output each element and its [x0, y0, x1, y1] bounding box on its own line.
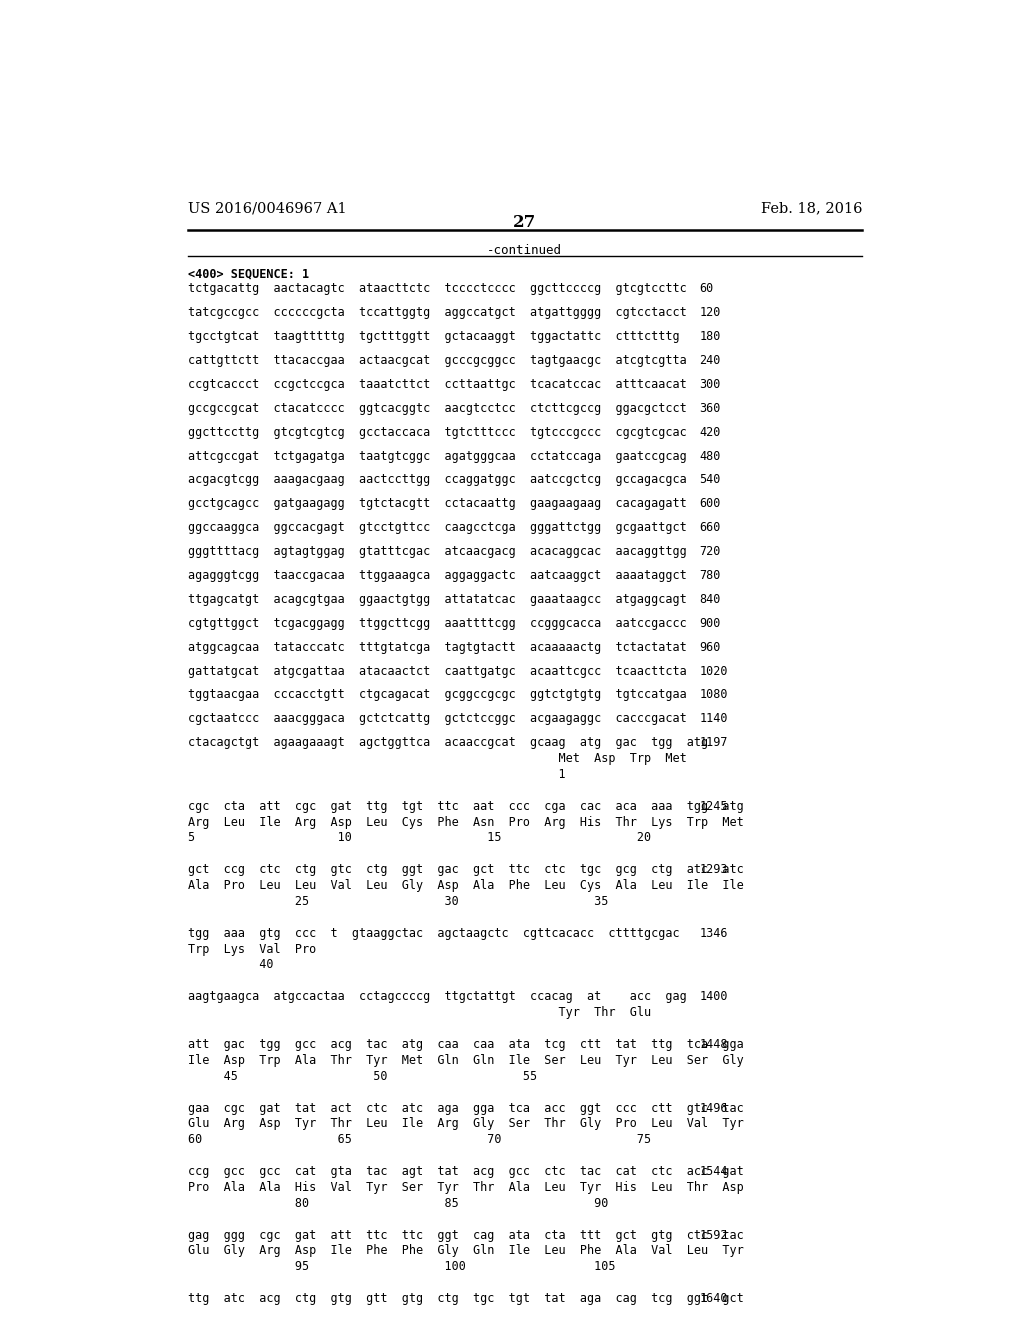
Text: Feb. 18, 2016: Feb. 18, 2016 — [761, 201, 862, 215]
Text: Met  Asp  Trp  Met: Met Asp Trp Met — [187, 752, 686, 766]
Text: ttg  atc  acg  ctg  gtg  gtt  gtg  ctg  tgc  tgt  tat  aga  cag  tcg  ggt  gct: ttg atc acg ctg gtg gtt gtg ctg tgc tgt … — [187, 1292, 743, 1305]
Text: cattgttctt  ttacaccgaa  actaacgcat  gcccgcggcc  tagtgaacgc  atcgtcgtta: cattgttctt ttacaccgaa actaacgcat gcccgcg… — [187, 354, 686, 367]
Text: 1080: 1080 — [699, 689, 728, 701]
Text: Pro  Ala  Ala  His  Val  Tyr  Ser  Tyr  Thr  Ala  Leu  Tyr  His  Leu  Thr  Asp: Pro Ala Ala His Val Tyr Ser Tyr Thr Ala … — [187, 1181, 743, 1193]
Text: 120: 120 — [699, 306, 721, 319]
Text: Arg  Leu  Ile  Arg  Asp  Leu  Cys  Phe  Asn  Pro  Arg  His  Thr  Lys  Trp  Met: Arg Leu Ile Arg Asp Leu Cys Phe Asn Pro … — [187, 816, 743, 829]
Text: 45                   50                   55: 45 50 55 — [187, 1069, 537, 1082]
Text: 660: 660 — [699, 521, 721, 535]
Text: 840: 840 — [699, 593, 721, 606]
Text: 1640: 1640 — [699, 1292, 728, 1305]
Text: US 2016/0046967 A1: US 2016/0046967 A1 — [187, 201, 346, 215]
Text: tgcctgtcat  taagtttttg  tgctttggtt  gctacaaggt  tggactattc  ctttctttg: tgcctgtcat taagtttttg tgctttggtt gctacaa… — [187, 330, 679, 343]
Text: gag  ggg  cgc  gat  att  ttc  ttc  ggt  cag  ata  cta  ttt  gct  gtg  ctc  tac: gag ggg cgc gat att ttc ttc ggt cag ata … — [187, 1229, 743, 1242]
Text: ttgagcatgt  acagcgtgaa  ggaactgtgg  attatatcac  gaaataagcc  atgaggcagt: ttgagcatgt acagcgtgaa ggaactgtgg attatat… — [187, 593, 686, 606]
Text: 95                   100                  105: 95 100 105 — [187, 1261, 615, 1274]
Text: tgg  aaa  gtg  ccc  t  gtaaggctac  agctaagctc  cgttcacacc  cttttgcgac: tgg aaa gtg ccc t gtaaggctac agctaagctc … — [187, 927, 679, 940]
Text: 1020: 1020 — [699, 664, 728, 677]
Text: 25                   30                   35: 25 30 35 — [187, 895, 608, 908]
Text: gcctgcagcc  gatgaagagg  tgtctacgtt  cctacaattg  gaagaagaag  cacagagatt: gcctgcagcc gatgaagagg tgtctacgtt cctacaa… — [187, 498, 686, 511]
Text: 60                   65                   70                   75: 60 65 70 75 — [187, 1133, 650, 1146]
Text: aagtgaagca  atgccactaa  cctagccccg  ttgctattgt  ccacag  at    acc  gag: aagtgaagca atgccactaa cctagccccg ttgctat… — [187, 990, 686, 1003]
Text: 300: 300 — [699, 378, 721, 391]
Text: acgacgtcgg  aaagacgaag  aactccttgg  ccaggatggc  aatccgctcg  gccagacgca: acgacgtcgg aaagacgaag aactccttgg ccaggat… — [187, 474, 686, 487]
Text: Glu  Gly  Arg  Asp  Ile  Phe  Phe  Gly  Gln  Ile  Leu  Phe  Ala  Val  Leu  Tyr: Glu Gly Arg Asp Ile Phe Phe Gly Gln Ile … — [187, 1245, 743, 1258]
Text: 720: 720 — [699, 545, 721, 558]
Text: tggtaacgaa  cccacctgtt  ctgcagacat  gcggccgcgc  ggtctgtgtg  tgtccatgaa: tggtaacgaa cccacctgtt ctgcagacat gcggccg… — [187, 689, 686, 701]
Text: 1197: 1197 — [699, 737, 728, 750]
Text: ccg  gcc  gcc  cat  gta  tac  agt  tat  acg  gcc  ctc  tac  cat  ctc  acc  gat: ccg gcc gcc cat gta tac agt tat acg gcc … — [187, 1166, 743, 1179]
Text: cgctaatccc  aaacgggaca  gctctcattg  gctctccggc  acgaagaggc  cacccgacat: cgctaatccc aaacgggaca gctctcattg gctctcc… — [187, 713, 686, 725]
Text: ggccaaggca  ggccacgagt  gtcctgttcc  caagcctcga  gggattctgg  gcgaattgct: ggccaaggca ggccacgagt gtcctgttcc caagcct… — [187, 521, 686, 535]
Text: 1: 1 — [187, 768, 565, 780]
Text: Trp  Lys  Val  Pro: Trp Lys Val Pro — [187, 942, 315, 956]
Text: 360: 360 — [699, 401, 721, 414]
Text: <400> SEQUENCE: 1: <400> SEQUENCE: 1 — [187, 267, 308, 280]
Text: -continued: -continued — [487, 244, 562, 257]
Text: 80                   85                   90: 80 85 90 — [187, 1197, 608, 1209]
Text: 1592: 1592 — [699, 1229, 728, 1242]
Text: tatcgccgcc  ccccccgcta  tccattggtg  aggccatgct  atgattgggg  cgtcctacct: tatcgccgcc ccccccgcta tccattggtg aggccat… — [187, 306, 686, 319]
Text: tctgacattg  aactacagtc  ataacttctc  tcccctcccc  ggcttccccg  gtcgtccttc: tctgacattg aactacagtc ataacttctc tcccctc… — [187, 282, 686, 296]
Text: gct  ccg  ctc  ctg  gtc  ctg  ggt  gac  gct  ttc  ctc  tgc  gcg  ctg  atc  atc: gct ccg ctc ctg gtc ctg ggt gac gct ttc … — [187, 863, 743, 876]
Text: 600: 600 — [699, 498, 721, 511]
Text: gattatgcat  atgcgattaa  atacaactct  caattgatgc  acaattcgcc  tcaacttcta: gattatgcat atgcgattaa atacaactct caattga… — [187, 664, 686, 677]
Text: 27: 27 — [513, 214, 537, 231]
Text: Glu  Arg  Asp  Tyr  Thr  Leu  Ile  Arg  Gly  Ser  Thr  Gly  Pro  Leu  Val  Tyr: Glu Arg Asp Tyr Thr Leu Ile Arg Gly Ser … — [187, 1117, 743, 1130]
Text: att  gac  tgg  gcc  acg  tac  atg  caa  caa  ata  tcg  ctt  tat  ttg  tca  gga: att gac tgg gcc acg tac atg caa caa ata … — [187, 1038, 743, 1051]
Text: agagggtcgg  taaccgacaa  ttggaaagca  aggaggactc  aatcaaggct  aaaataggct: agagggtcgg taaccgacaa ttggaaagca aggagga… — [187, 569, 686, 582]
Text: Ile  Asp  Trp  Ala  Thr  Tyr  Met  Gln  Gln  Ile  Ser  Leu  Tyr  Leu  Ser  Gly: Ile Asp Trp Ala Thr Tyr Met Gln Gln Ile … — [187, 1053, 743, 1067]
Text: 1293: 1293 — [699, 863, 728, 876]
Text: ctacagctgt  agaagaaagt  agctggttca  acaaccgcat  gcaag  atg  gac  tgg  atg: ctacagctgt agaagaaagt agctggttca acaaccg… — [187, 737, 708, 750]
Text: 480: 480 — [699, 450, 721, 462]
Text: atggcagcaa  tatacccatc  tttgtatcga  tagtgtactt  acaaaaactg  tctactatat: atggcagcaa tatacccatc tttgtatcga tagtgta… — [187, 640, 686, 653]
Text: cgc  cta  att  cgc  gat  ttg  tgt  ttc  aat  ccc  cga  cac  aca  aaa  tgg  atg: cgc cta att cgc gat ttg tgt ttc aat ccc … — [187, 800, 743, 813]
Text: 1245: 1245 — [699, 800, 728, 813]
Text: gccgccgcat  ctacatcccc  ggtcacggtc  aacgtcctcc  ctcttcgccg  ggacgctcct: gccgccgcat ctacatcccc ggtcacggtc aacgtcc… — [187, 401, 686, 414]
Text: 1400: 1400 — [699, 990, 728, 1003]
Text: 900: 900 — [699, 616, 721, 630]
Text: 40: 40 — [187, 958, 273, 972]
Text: 240: 240 — [699, 354, 721, 367]
Text: ccgtcaccct  ccgctccgca  taaatcttct  ccttaattgc  tcacatccac  atttcaacat: ccgtcaccct ccgctccgca taaatcttct ccttaat… — [187, 378, 686, 391]
Text: attcgccgat  tctgagatga  taatgtcggc  agatgggcaa  cctatccaga  gaatccgcag: attcgccgat tctgagatga taatgtcggc agatggg… — [187, 450, 686, 462]
Text: cgtgttggct  tcgacggagg  ttggcttcgg  aaattttcgg  ccgggcacca  aatccgaccc: cgtgttggct tcgacggagg ttggcttcgg aaatttt… — [187, 616, 686, 630]
Text: 420: 420 — [699, 426, 721, 438]
Text: 1496: 1496 — [699, 1102, 728, 1114]
Text: ggcttccttg  gtcgtcgtcg  gcctaccaca  tgtctttccc  tgtcccgccc  cgcgtcgcac: ggcttccttg gtcgtcgtcg gcctaccaca tgtcttt… — [187, 426, 686, 438]
Text: 780: 780 — [699, 569, 721, 582]
Text: 1544: 1544 — [699, 1166, 728, 1179]
Text: 1140: 1140 — [699, 713, 728, 725]
Text: 540: 540 — [699, 474, 721, 487]
Text: 960: 960 — [699, 640, 721, 653]
Text: 5                    10                   15                   20: 5 10 15 20 — [187, 832, 650, 845]
Text: gaa  cgc  gat  tat  act  ctc  atc  aga  gga  tca  acc  ggt  ccc  ctt  gtc  tac: gaa cgc gat tat act ctc atc aga gga tca … — [187, 1102, 743, 1114]
Text: 1346: 1346 — [699, 927, 728, 940]
Text: gggttttacg  agtagtggag  gtatttcgac  atcaacgacg  acacaggcac  aacaggttgg: gggttttacg agtagtggag gtatttcgac atcaacg… — [187, 545, 686, 558]
Text: Tyr  Thr  Glu: Tyr Thr Glu — [187, 1006, 650, 1019]
Text: 1448: 1448 — [699, 1038, 728, 1051]
Text: 60: 60 — [699, 282, 714, 296]
Text: Ala  Pro  Leu  Leu  Val  Leu  Gly  Asp  Ala  Phe  Leu  Cys  Ala  Leu  Ile  Ile: Ala Pro Leu Leu Val Leu Gly Asp Ala Phe … — [187, 879, 743, 892]
Text: 180: 180 — [699, 330, 721, 343]
